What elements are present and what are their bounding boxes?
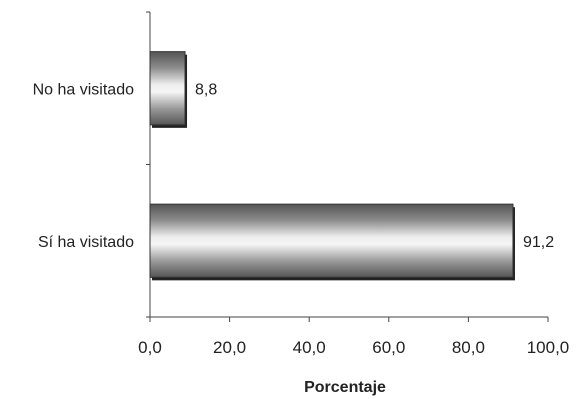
value-label: 91,2 bbox=[523, 234, 554, 251]
x-tick-label: 80,0 bbox=[452, 338, 485, 357]
bar bbox=[149, 203, 514, 278]
x-tick-label: 20,0 bbox=[213, 338, 246, 357]
category-label: No ha visitado bbox=[33, 81, 134, 98]
x-tick-label: 0,0 bbox=[138, 338, 162, 357]
value-label: 8,8 bbox=[195, 81, 217, 98]
x-axis-title: Porcentaje bbox=[304, 379, 386, 396]
labels: 0,0 20,0 40,0 60,0 80,0 100,0 No ha visitado 8,… bbox=[33, 81, 570, 357]
category-label: Sí ha visitado bbox=[38, 234, 134, 251]
bars bbox=[149, 51, 515, 281]
x-tick-label: 40,0 bbox=[293, 338, 326, 357]
x-tick-label: 100,0 bbox=[527, 338, 570, 357]
x-tick-label: 60,0 bbox=[372, 338, 405, 357]
bar bbox=[149, 51, 186, 126]
